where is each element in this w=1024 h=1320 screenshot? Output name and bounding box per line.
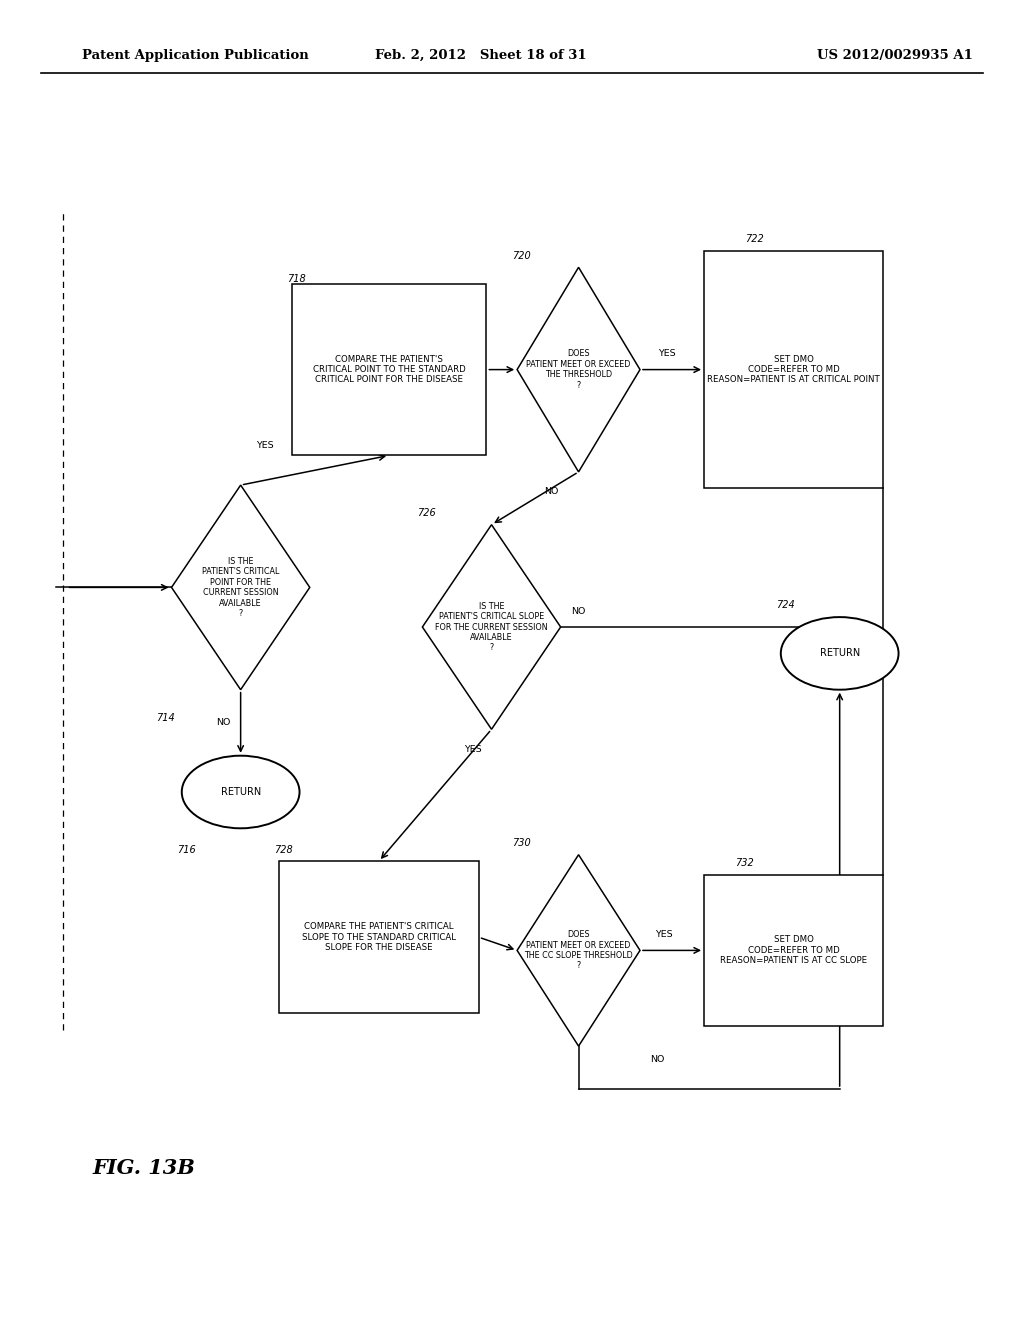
Text: DOES
PATIENT MEET OR EXCEED
THE CC SLOPE THRESHOLD
?: DOES PATIENT MEET OR EXCEED THE CC SLOPE…: [524, 931, 633, 970]
Text: 726: 726: [418, 508, 436, 517]
Text: 714: 714: [156, 713, 175, 722]
Text: 730: 730: [512, 838, 530, 847]
Text: 724: 724: [776, 601, 795, 610]
Text: 728: 728: [273, 845, 293, 855]
Text: YES: YES: [256, 441, 273, 450]
Text: 722: 722: [745, 234, 764, 244]
Polygon shape: [171, 484, 309, 689]
Polygon shape: [517, 855, 640, 1045]
Polygon shape: [517, 267, 640, 473]
Text: RETURN: RETURN: [819, 648, 860, 659]
Text: Feb. 2, 2012   Sheet 18 of 31: Feb. 2, 2012 Sheet 18 of 31: [376, 49, 587, 62]
Text: FIG. 13B: FIG. 13B: [92, 1158, 195, 1179]
Text: 716: 716: [176, 845, 196, 855]
Text: IS THE
PATIENT'S CRITICAL SLOPE
FOR THE CURRENT SESSION
AVAILABLE
?: IS THE PATIENT'S CRITICAL SLOPE FOR THE …: [435, 602, 548, 652]
Text: 718: 718: [287, 273, 305, 284]
FancyBboxPatch shape: [705, 251, 883, 488]
Text: IS THE
PATIENT'S CRITICAL
POINT FOR THE
CURRENT SESSION
AVAILABLE
?: IS THE PATIENT'S CRITICAL POINT FOR THE …: [202, 557, 280, 618]
Text: DOES
PATIENT MEET OR EXCEED
THE THRESHOLD
?: DOES PATIENT MEET OR EXCEED THE THRESHOL…: [526, 350, 631, 389]
Text: NO: NO: [544, 487, 558, 496]
Text: YES: YES: [658, 350, 676, 358]
Text: Patent Application Publication: Patent Application Publication: [82, 49, 308, 62]
Text: YES: YES: [464, 744, 481, 754]
Text: COMPARE THE PATIENT'S
CRITICAL POINT TO THE STANDARD
CRITICAL POINT FOR THE DISE: COMPARE THE PATIENT'S CRITICAL POINT TO …: [312, 355, 466, 384]
Text: NO: NO: [216, 718, 230, 727]
Text: US 2012/0029935 A1: US 2012/0029935 A1: [817, 49, 973, 62]
Ellipse shape: [182, 755, 299, 829]
Text: COMPARE THE PATIENT'S CRITICAL
SLOPE TO THE STANDARD CRITICAL
SLOPE FOR THE DISE: COMPARE THE PATIENT'S CRITICAL SLOPE TO …: [302, 923, 456, 952]
Text: RETURN: RETURN: [220, 787, 261, 797]
Text: SET DMO
CODE=REFER TO MD
REASON=PATIENT IS AT CRITICAL POINT: SET DMO CODE=REFER TO MD REASON=PATIENT …: [708, 355, 880, 384]
FancyBboxPatch shape: [705, 874, 883, 1027]
Text: 732: 732: [735, 858, 754, 869]
FancyBboxPatch shape: [279, 862, 478, 1014]
Text: YES: YES: [655, 931, 673, 939]
Text: NO: NO: [571, 607, 586, 615]
Polygon shape: [422, 524, 561, 729]
Text: SET DMO
CODE=REFER TO MD
REASON=PATIENT IS AT CC SLOPE: SET DMO CODE=REFER TO MD REASON=PATIENT …: [720, 936, 867, 965]
Text: 720: 720: [512, 251, 530, 261]
Ellipse shape: [780, 618, 899, 689]
FancyBboxPatch shape: [292, 284, 486, 455]
Text: NO: NO: [650, 1055, 665, 1064]
